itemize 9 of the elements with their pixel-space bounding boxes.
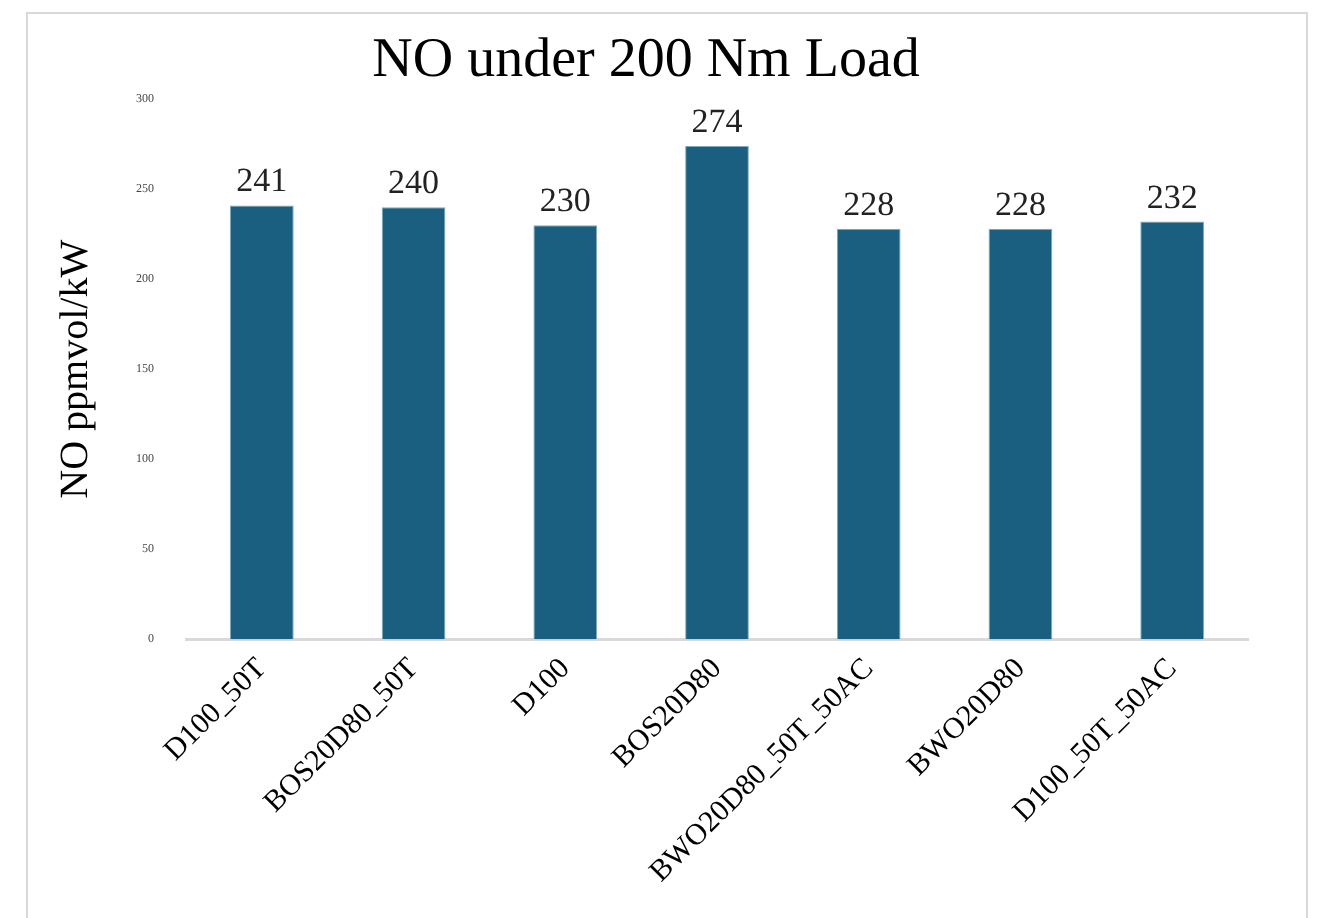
data-label: 240	[388, 163, 440, 202]
data-label: 241	[236, 161, 288, 200]
data-label: 232	[1146, 177, 1198, 216]
data-label: 228	[994, 184, 1046, 223]
data-label: 274	[691, 101, 744, 140]
y-axis-title: NO ppmvol/kW	[52, 239, 97, 499]
chart-title: NO under 200 Nm Load	[372, 28, 920, 91]
data-label: 230	[539, 181, 591, 220]
data-label: 228	[843, 184, 895, 223]
